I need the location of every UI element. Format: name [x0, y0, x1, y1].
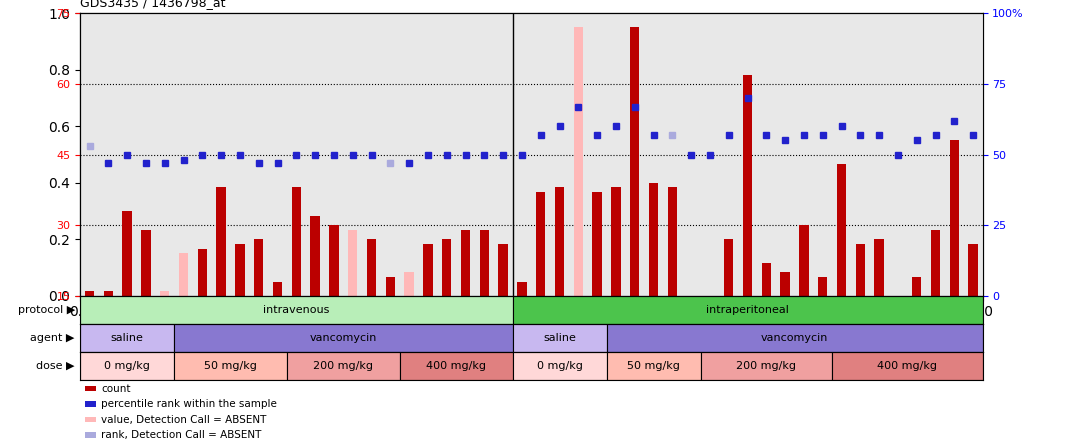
Text: 200 mg/kg: 200 mg/kg — [736, 361, 797, 371]
Bar — [104, 291, 113, 296]
Bar — [630, 28, 640, 296]
Text: agent ▶: agent ▶ — [30, 333, 75, 343]
Bar — [555, 187, 564, 296]
Bar — [235, 244, 245, 296]
Bar — [460, 230, 470, 296]
Bar — [513, 296, 983, 324]
Bar — [818, 277, 828, 296]
Text: count: count — [101, 384, 131, 393]
Text: vancomycin: vancomycin — [760, 333, 829, 343]
Bar — [272, 281, 282, 296]
Text: 50 mg/kg: 50 mg/kg — [627, 361, 680, 371]
Bar — [724, 239, 734, 296]
Bar — [687, 296, 696, 310]
Bar — [366, 239, 376, 296]
Text: value, Detection Call = ABSENT: value, Detection Call = ABSENT — [101, 415, 267, 424]
Bar — [949, 140, 959, 296]
Bar — [174, 324, 513, 352]
Bar — [84, 291, 94, 296]
Bar — [499, 244, 507, 296]
Bar — [405, 272, 413, 296]
Bar — [254, 239, 264, 296]
Bar — [931, 230, 940, 296]
Bar — [80, 324, 174, 352]
Bar — [513, 352, 607, 380]
Bar — [160, 291, 170, 296]
Text: 400 mg/kg: 400 mg/kg — [426, 361, 486, 371]
Bar — [536, 192, 546, 296]
Bar — [593, 192, 602, 296]
Bar — [611, 187, 621, 296]
Bar — [292, 187, 301, 296]
Bar — [442, 239, 452, 296]
Bar — [837, 164, 846, 296]
Bar — [574, 28, 583, 296]
Bar — [80, 296, 513, 324]
Bar — [217, 187, 225, 296]
Bar — [799, 225, 808, 296]
Bar — [607, 324, 983, 352]
Bar — [701, 352, 832, 380]
Bar — [668, 187, 677, 296]
Bar — [607, 352, 701, 380]
Text: dose ▶: dose ▶ — [36, 361, 75, 371]
Text: saline: saline — [111, 333, 143, 343]
Bar — [311, 216, 319, 296]
Bar — [123, 211, 131, 296]
Text: GDS3435 / 1436798_at: GDS3435 / 1436798_at — [80, 0, 225, 9]
Bar — [386, 277, 395, 296]
Bar — [348, 230, 358, 296]
Bar — [399, 352, 513, 380]
Text: saline: saline — [544, 333, 576, 343]
Bar — [480, 230, 489, 296]
Text: 0 mg/kg: 0 mg/kg — [536, 361, 582, 371]
Bar — [329, 225, 339, 296]
Text: rank, Detection Call = ABSENT: rank, Detection Call = ABSENT — [101, 430, 262, 440]
Bar — [141, 230, 151, 296]
Bar — [875, 239, 884, 296]
Text: 200 mg/kg: 200 mg/kg — [313, 361, 374, 371]
Bar — [855, 244, 865, 296]
Text: vancomycin: vancomycin — [310, 333, 377, 343]
Bar — [198, 249, 207, 296]
Bar — [517, 281, 527, 296]
Text: 0 mg/kg: 0 mg/kg — [105, 361, 150, 371]
Bar — [743, 75, 752, 296]
Bar — [423, 244, 433, 296]
Bar — [649, 183, 658, 296]
Bar — [912, 277, 922, 296]
Bar — [513, 324, 607, 352]
Bar — [174, 352, 287, 380]
Text: percentile rank within the sample: percentile rank within the sample — [101, 399, 278, 409]
Bar — [80, 352, 174, 380]
Text: 400 mg/kg: 400 mg/kg — [877, 361, 938, 371]
Bar — [761, 263, 771, 296]
Text: intraperitoneal: intraperitoneal — [706, 305, 789, 315]
Bar — [969, 244, 978, 296]
Bar — [705, 296, 714, 319]
Text: intravenous: intravenous — [263, 305, 330, 315]
Text: 50 mg/kg: 50 mg/kg — [204, 361, 257, 371]
Bar — [178, 254, 188, 296]
Bar — [832, 352, 983, 380]
Bar — [781, 272, 790, 296]
Bar — [287, 352, 399, 380]
Text: protocol ▶: protocol ▶ — [17, 305, 75, 315]
